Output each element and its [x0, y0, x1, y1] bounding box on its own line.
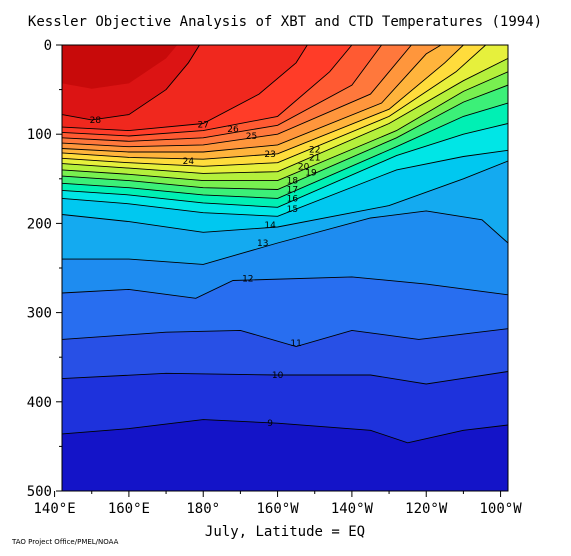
- x-tick-label: 120°W: [405, 501, 448, 517]
- isotherm-28: [62, 45, 200, 121]
- x-tick-label: 100°W: [479, 501, 522, 517]
- isotherm-16: [62, 123, 508, 208]
- isotherm-label-17: 17: [287, 186, 298, 196]
- x-tick-label: 180°: [186, 501, 220, 517]
- isotherm-25: [62, 45, 382, 142]
- isotherm-label-27: 27: [197, 120, 208, 130]
- isotherm-label-25: 25: [246, 132, 257, 142]
- isotherm-label-9: 9: [267, 419, 273, 429]
- isotherm-23: [62, 45, 442, 153]
- isotherm-11: [62, 328, 508, 347]
- isotherm-10: [62, 371, 508, 385]
- isotherm-21: [62, 45, 487, 167]
- y-tick-label: 200: [27, 216, 52, 232]
- isotherm-12: [62, 276, 508, 299]
- isotherm-13: [62, 210, 508, 265]
- isotherm-27: [62, 45, 308, 132]
- x-tick-label: 140°W: [331, 501, 374, 517]
- x-axis: 140°E 160°E 180° 160°W 140°W 120°W 100°W: [33, 491, 522, 517]
- isotherm-label-14: 14: [264, 221, 276, 231]
- isotherm-17: [62, 102, 508, 199]
- isotherm-label-21: 21: [309, 153, 320, 163]
- y-tick-label: 400: [27, 395, 52, 411]
- isotherm-label-18: 18: [287, 177, 299, 187]
- band-above-28: [62, 45, 508, 89]
- isotherm-9: [62, 419, 508, 444]
- isotherm-20: [62, 57, 508, 174]
- isotherm-label-13: 13: [257, 239, 268, 249]
- isotherm-24: [62, 45, 412, 148]
- chart-title: Kessler Objective Analysis of XBT and CT…: [28, 14, 542, 30]
- x-tick-label: 160°E: [108, 501, 150, 517]
- isotherm-26: [62, 45, 353, 137]
- isotherm-label-15: 15: [287, 205, 298, 215]
- isotherm-label-11: 11: [290, 339, 301, 349]
- isotherm-label-22: 22: [309, 145, 320, 155]
- isotherm-label-10: 10: [272, 371, 284, 381]
- credit-text: TAO Project Office/PMEL/NOAA: [11, 538, 119, 546]
- x-axis-title: July, Latitude = EQ: [205, 524, 365, 540]
- isotherm-label-24: 24: [183, 157, 195, 167]
- isotherm-label-28: 28: [90, 116, 102, 126]
- y-tick-label: 500: [27, 484, 52, 500]
- y-tick-label: 0: [44, 38, 52, 54]
- band-28: [62, 45, 508, 120]
- isotherm-label-16: 16: [287, 194, 299, 204]
- x-tick-label: 140°E: [33, 501, 75, 517]
- isotherm-label-12: 12: [242, 275, 253, 285]
- isotherm-19: [62, 71, 508, 182]
- isotherm-label-20: 20: [298, 162, 310, 172]
- isotherm-label-19: 19: [305, 169, 317, 179]
- isotherm-lines: [62, 45, 508, 444]
- isotherm-14: [62, 160, 508, 233]
- isotherm-15: [62, 149, 508, 217]
- isotherm-18: [62, 84, 508, 190]
- x-tick-label: 160°W: [256, 501, 299, 517]
- isotherm-label-23: 23: [264, 150, 275, 160]
- y-tick-label: 300: [27, 306, 52, 322]
- y-tick-label: 100: [27, 127, 52, 143]
- isotherm-22: [62, 45, 464, 160]
- y-axis: 0 100 200 300 400 500: [27, 38, 62, 500]
- isotherm-label-26: 26: [227, 125, 239, 135]
